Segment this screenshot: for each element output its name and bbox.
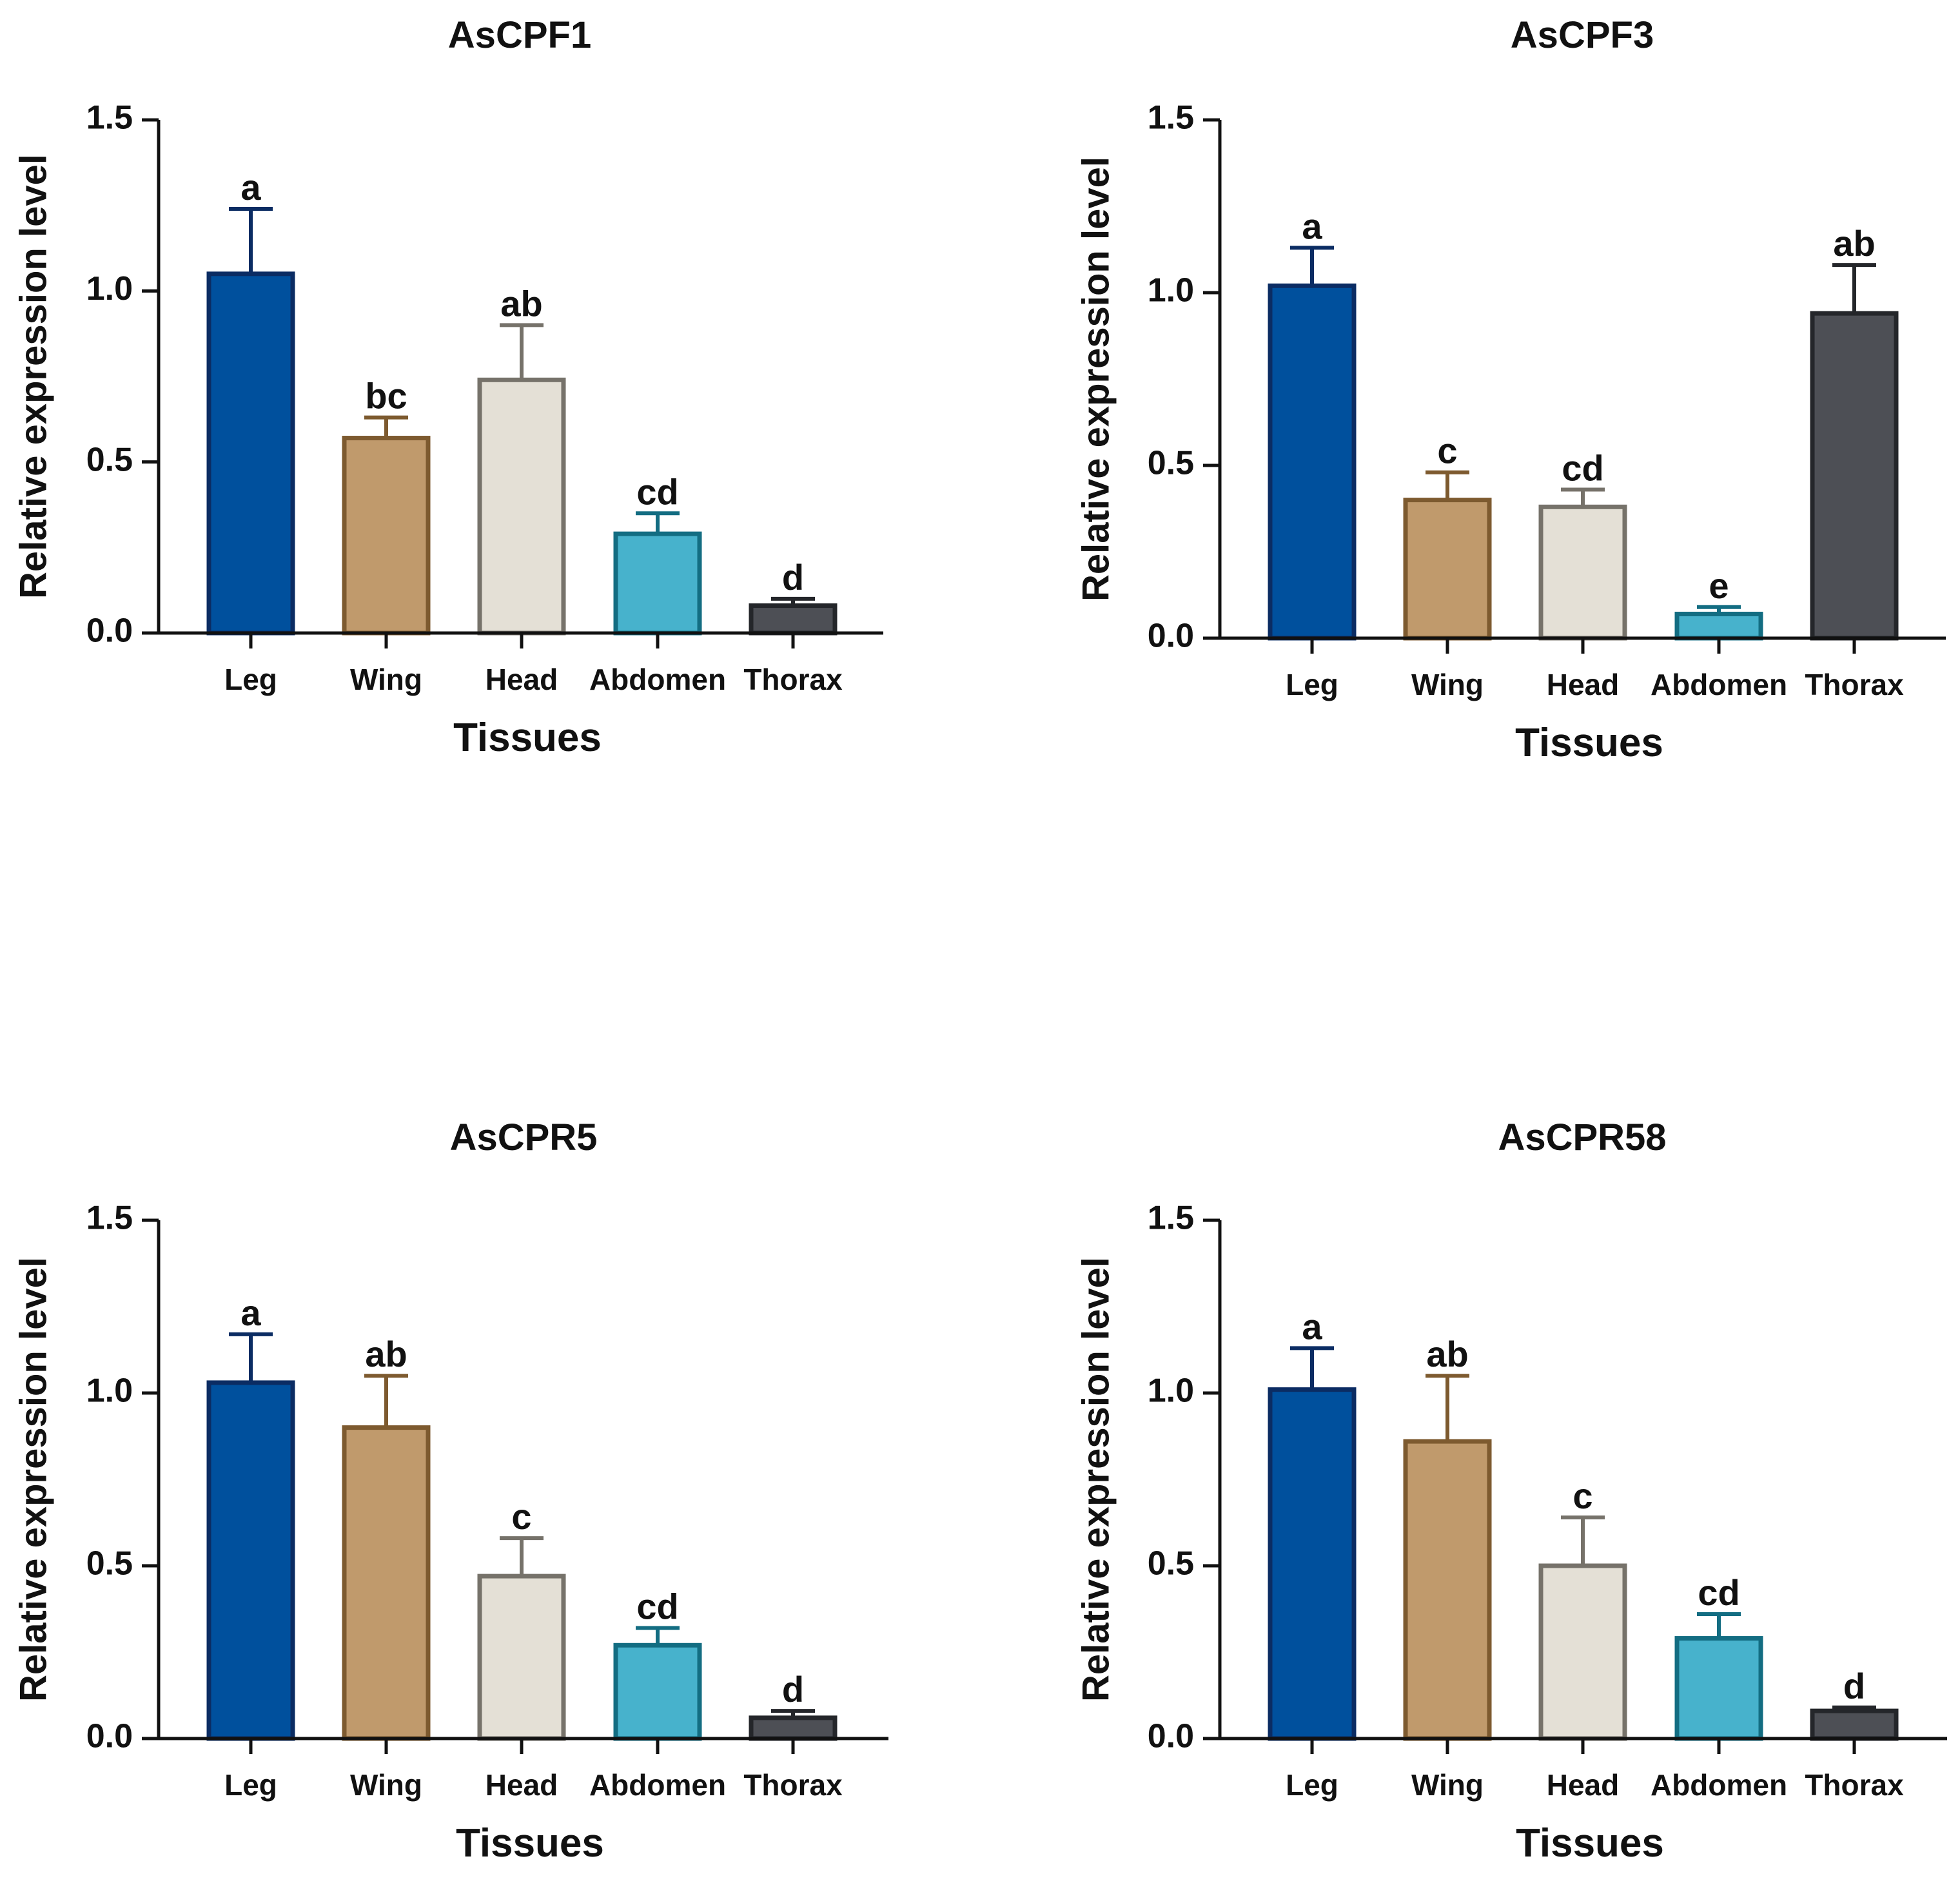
- significance-label: ab: [365, 1334, 407, 1374]
- y-tick-label: 1.0: [86, 270, 133, 307]
- y-axis-label: Relative expression level: [1075, 157, 1117, 601]
- x-tick-label: Thorax: [743, 1768, 843, 1802]
- significance-label: cd: [1698, 1572, 1740, 1613]
- bar-wing: [342, 436, 431, 636]
- chart-title: AsCPF1: [448, 14, 591, 56]
- y-tick-label: 0.5: [1148, 1545, 1194, 1583]
- bar-abdomen: [1674, 611, 1763, 641]
- x-axis-label: Tissues: [453, 716, 602, 760]
- bar-leg: [1268, 1387, 1357, 1741]
- bar-abdomen: [613, 1642, 702, 1741]
- x-tick-label: Abdomen: [1651, 668, 1787, 701]
- x-tick-label: Thorax: [1805, 668, 1904, 701]
- x-tick-label: Head: [1547, 1768, 1619, 1802]
- significance-label: a: [240, 167, 261, 208]
- y-tick-label: 0.0: [86, 612, 133, 650]
- significance-label: e: [1709, 565, 1729, 606]
- chart-panel-ascpf1: AsCPF1 Relative expression level Tissues 0.…: [12, 14, 883, 760]
- significance-label: cd: [636, 471, 678, 512]
- y-tick-label: 0.0: [1148, 1718, 1194, 1755]
- x-tick-label: Head: [485, 663, 558, 696]
- y-tick-label: 1.5: [1148, 1200, 1194, 1237]
- y-axis-label: Relative expression level: [12, 154, 54, 599]
- x-tick-label: Wing: [1411, 668, 1484, 701]
- significance-label: ab: [500, 283, 542, 324]
- y-axis-label: Relative expression level: [1075, 1257, 1117, 1702]
- y-tick-label: 0.0: [86, 1718, 133, 1755]
- x-tick-label: Abdomen: [589, 1768, 726, 1802]
- bar-wing: [1403, 1439, 1492, 1741]
- x-tick-label: Wing: [350, 663, 422, 696]
- bar-head: [477, 377, 566, 636]
- chart-title: AsCPR5: [450, 1116, 598, 1158]
- bar-thorax: [749, 603, 838, 636]
- bar-thorax: [1810, 311, 1899, 641]
- x-tick-label: Abdomen: [589, 663, 726, 696]
- x-tick-label: Wing: [350, 1768, 422, 1802]
- significance-label: d: [1843, 1666, 1865, 1706]
- x-tick-label: Leg: [224, 1768, 277, 1802]
- bar-abdomen: [613, 531, 702, 636]
- bar-thorax: [1810, 1708, 1899, 1741]
- bar-wing: [342, 1425, 431, 1741]
- y-tick-label: 1.5: [86, 99, 133, 137]
- significance-label: c: [511, 1496, 531, 1537]
- chart-panel-ascpr5: AsCPR5 Relative expression level Tissues 0.…: [12, 1116, 888, 1866]
- y-tick-label: 1.0: [1148, 1372, 1194, 1410]
- x-tick-label: Abdomen: [1651, 1768, 1787, 1802]
- bar-head: [477, 1574, 566, 1741]
- bar-head: [1538, 504, 1627, 641]
- y-tick-label: 1.0: [86, 1372, 133, 1410]
- chart-title: AsCPF3: [1511, 14, 1654, 56]
- bar-thorax: [749, 1715, 838, 1741]
- bar-head: [1538, 1563, 1627, 1741]
- x-tick-label: Thorax: [743, 663, 843, 696]
- bar-leg: [1268, 283, 1357, 641]
- x-tick-label: Wing: [1411, 1768, 1484, 1802]
- x-tick-label: Head: [1547, 668, 1619, 701]
- significance-label: d: [782, 1669, 804, 1710]
- significance-label: a: [1302, 1306, 1322, 1347]
- x-tick-label: Leg: [1286, 1768, 1338, 1802]
- chart-panel-ascpf3: AsCPF3 Relative expression level Tissues 0.…: [1075, 14, 1946, 765]
- x-tick-label: Leg: [224, 663, 277, 696]
- significance-label: ab: [1833, 223, 1875, 264]
- significance-label: c: [1573, 1476, 1592, 1516]
- y-axis-label: Relative expression level: [12, 1257, 54, 1702]
- significance-label: c: [1437, 431, 1457, 471]
- bar-wing: [1403, 498, 1492, 641]
- bar-leg: [206, 271, 295, 636]
- x-axis-label: Tissues: [1516, 1821, 1664, 1866]
- y-tick-label: 1.0: [1148, 272, 1194, 309]
- chart-title: AsCPR58: [1498, 1116, 1666, 1158]
- x-axis-label: Tissues: [456, 1821, 604, 1866]
- significance-label: a: [1302, 206, 1322, 246]
- y-tick-label: 1.5: [86, 1200, 133, 1237]
- significance-label: ab: [1426, 1334, 1468, 1374]
- bar-leg: [206, 1380, 295, 1741]
- chart-panel-ascpr58: AsCPR58 Relative expression level Tissues 0…: [1075, 1116, 1947, 1866]
- significance-label: d: [782, 557, 804, 598]
- y-tick-label: 1.5: [1148, 99, 1194, 137]
- x-tick-label: Leg: [1286, 668, 1338, 701]
- significance-label: bc: [365, 376, 407, 416]
- x-tick-label: Head: [485, 1768, 558, 1802]
- y-tick-label: 0.0: [1148, 618, 1194, 655]
- significance-label: cd: [1562, 448, 1603, 489]
- y-tick-label: 0.5: [86, 441, 133, 478]
- significance-label: cd: [636, 1586, 678, 1626]
- x-tick-label: Thorax: [1805, 1768, 1904, 1802]
- x-axis-label: Tissues: [1515, 721, 1663, 765]
- y-tick-label: 0.5: [86, 1545, 133, 1583]
- bar-abdomen: [1674, 1636, 1763, 1741]
- significance-label: a: [240, 1292, 261, 1333]
- y-tick-label: 0.5: [1148, 445, 1194, 482]
